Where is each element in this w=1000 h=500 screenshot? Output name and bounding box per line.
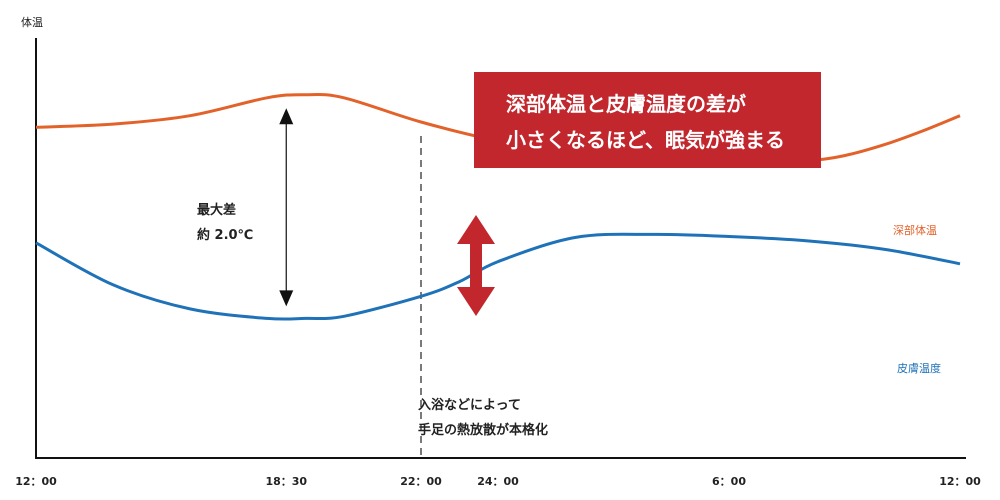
bathing-annotation: 入浴などによって 手足の熱放散が本格化: [418, 393, 548, 443]
skin-temp-line: [35, 232, 961, 321]
callout-box: 深部体温と皮膚温度の差が 小さくなるほど、眠気が強まる: [474, 72, 821, 168]
max-diff-line-2: 約 2.0℃: [197, 228, 254, 243]
max-diff-label: 最大差 約 2.0℃: [197, 198, 253, 248]
max-diff-arrow: [279, 108, 294, 307]
legend-deep-body-temp: 深部体温: [893, 224, 937, 237]
callout-line-2: 小さくなるほど、眠気が強まる: [506, 128, 785, 152]
x-tick-label: 6：00: [712, 475, 746, 488]
x-tick-label: 18：30: [265, 475, 308, 488]
annotation-line-1: 入浴などによって: [418, 398, 521, 413]
x-tick-label: 22：00: [400, 475, 442, 488]
x-tick-label: 12：00: [15, 475, 57, 488]
max-diff-arrowhead-bottom: [279, 290, 294, 307]
legend-skin-temp: 皮膚温度: [897, 362, 941, 375]
callout-line-1: 深部体温と皮膚温度の差が: [506, 92, 746, 116]
x-tick-label: 24：00: [477, 475, 519, 488]
x-tick-label: 12：00: [939, 475, 981, 488]
y-axis-label: 体温: [21, 16, 43, 29]
max-diff-line-1: 最大差: [197, 203, 237, 218]
max-diff-arrowhead-top: [279, 108, 294, 125]
annotation-line-2: 手足の熱放散が本格化: [418, 423, 549, 438]
gap-double-arrow: [457, 215, 495, 316]
